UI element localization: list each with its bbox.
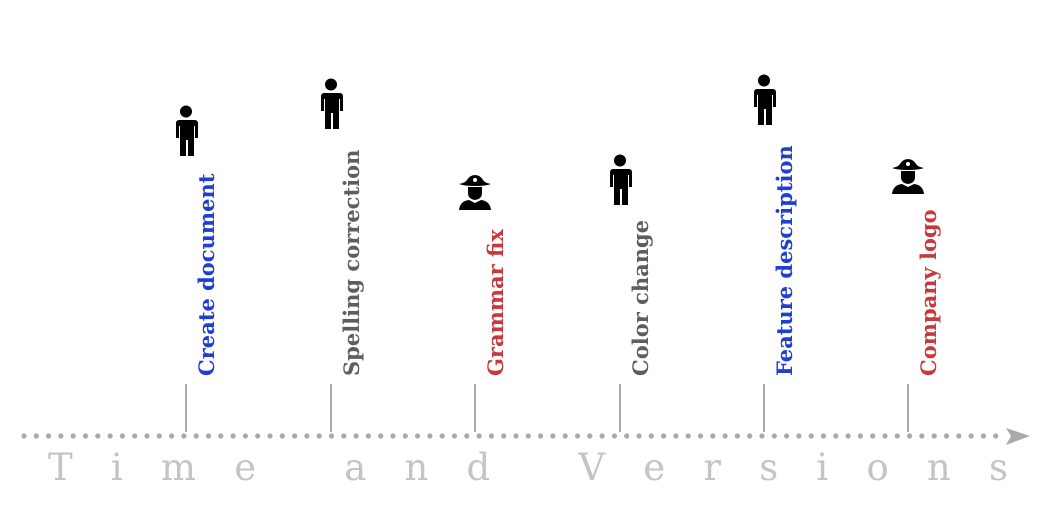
timeline-event: Feature description bbox=[744, 0, 797, 440]
timeline-axis bbox=[21, 428, 1030, 445]
person-icon bbox=[173, 105, 199, 161]
event-tick bbox=[474, 384, 476, 432]
person-icon bbox=[751, 74, 777, 130]
timeline-event: Create document bbox=[166, 0, 219, 440]
event-label: Company logo bbox=[916, 209, 941, 376]
event-tick bbox=[185, 384, 187, 432]
event-label: Color change bbox=[628, 219, 653, 376]
pirate-icon bbox=[890, 158, 926, 198]
event-tick bbox=[763, 384, 765, 432]
person-icon bbox=[607, 154, 633, 210]
event-tick bbox=[330, 384, 332, 432]
event-label: Spelling correction bbox=[339, 149, 364, 376]
timeline-event: Grammar fix bbox=[455, 0, 508, 440]
event-label: Grammar fix bbox=[483, 229, 508, 376]
timeline-event: Color change bbox=[600, 0, 653, 440]
pirate-icon bbox=[457, 174, 493, 214]
event-tick bbox=[619, 384, 621, 432]
timeline-event: Spelling correction bbox=[311, 0, 364, 440]
event-label: Create document bbox=[194, 173, 219, 376]
person-icon bbox=[318, 78, 344, 134]
event-label: Feature description bbox=[772, 145, 797, 376]
timeline-event: Company logo bbox=[888, 0, 941, 440]
event-tick bbox=[907, 384, 909, 432]
